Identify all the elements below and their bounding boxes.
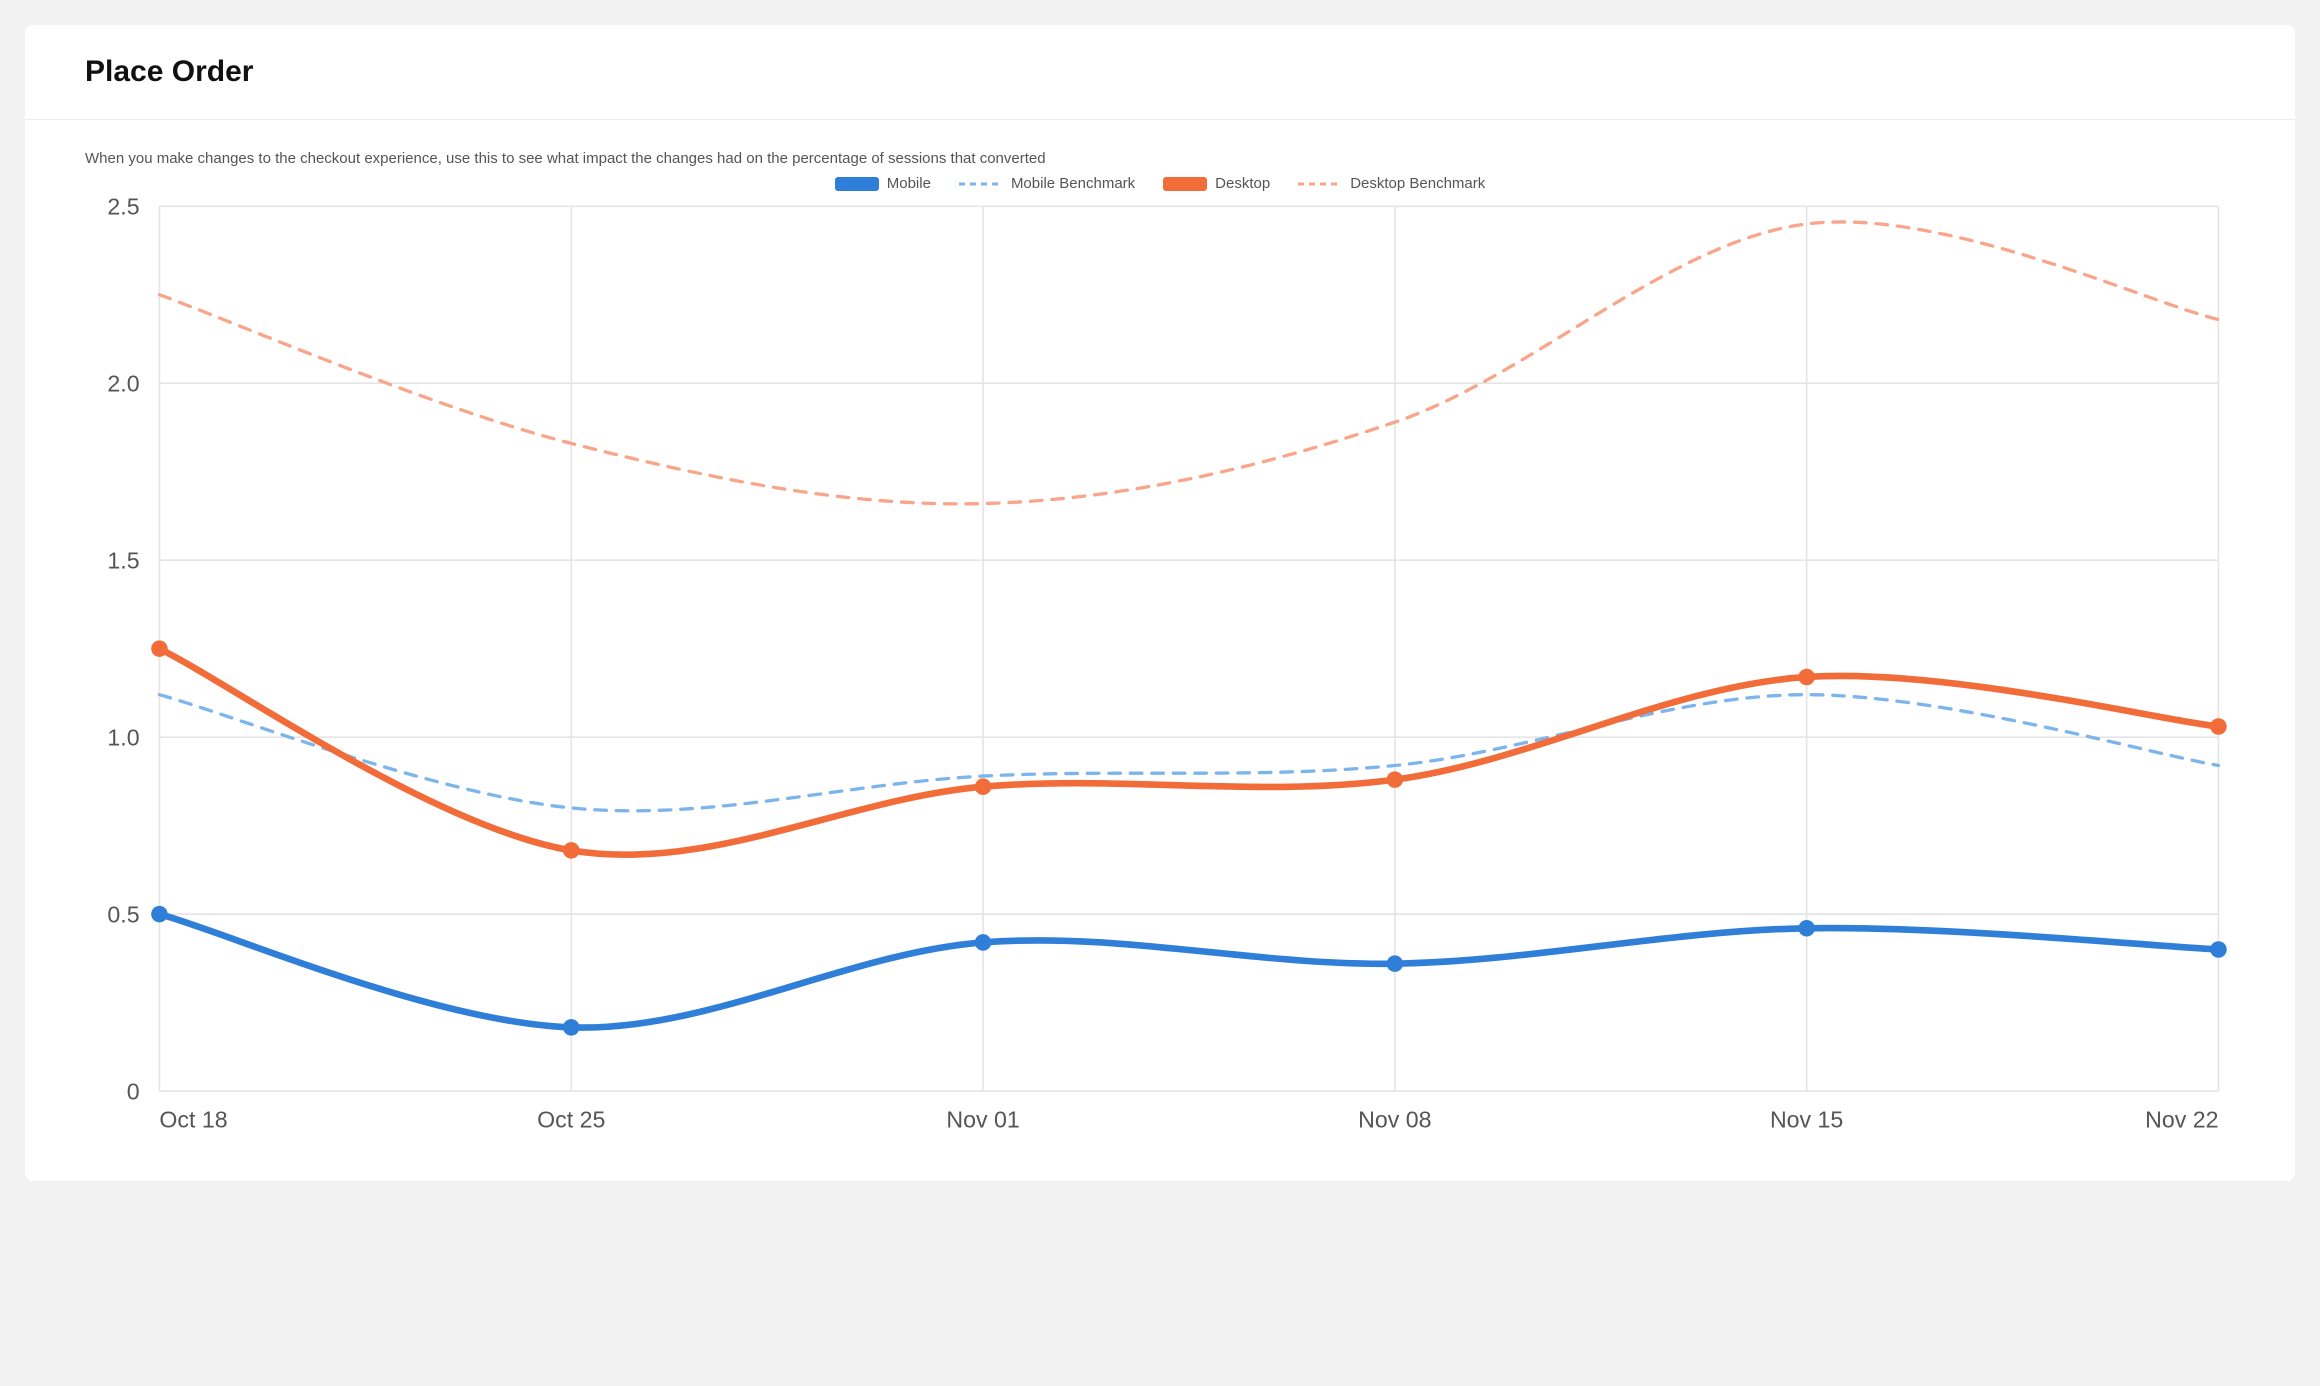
legend-swatch-mobile-benchmark xyxy=(959,177,1003,191)
svg-text:Nov 22: Nov 22 xyxy=(2145,1106,2218,1132)
legend-swatch-desktop xyxy=(1163,177,1207,191)
svg-text:1.0: 1.0 xyxy=(107,724,139,750)
legend-swatch-mobile xyxy=(835,177,879,191)
svg-text:Oct 25: Oct 25 xyxy=(537,1106,605,1132)
legend-item-desktop[interactable]: Desktop xyxy=(1163,175,1270,192)
card-header: Place Order xyxy=(25,25,2295,120)
svg-text:Nov 08: Nov 08 xyxy=(1358,1106,1431,1132)
card-body: When you make changes to the checkout ex… xyxy=(25,120,2295,1181)
chart-plot-area: 0 0.5 1.0 1.5 2.0 2.5 Oct 18 Oct 25 Nov 01 Nov 08… xyxy=(85,198,2235,1141)
svg-text:2.5: 2.5 xyxy=(107,198,139,220)
chart-subtitle: When you make changes to the checkout ex… xyxy=(85,150,2235,167)
svg-text:2.0: 2.0 xyxy=(107,370,139,396)
svg-text:Nov 01: Nov 01 xyxy=(946,1106,1019,1132)
svg-text:Oct 18: Oct 18 xyxy=(159,1106,227,1132)
chart-svg: 0 0.5 1.0 1.5 2.0 2.5 Oct 18 Oct 25 Nov 01 Nov 08… xyxy=(85,198,2235,1141)
legend-item-desktop-benchmark[interactable]: Desktop Benchmark xyxy=(1298,175,1485,192)
legend-label-desktop-benchmark: Desktop Benchmark xyxy=(1350,175,1485,192)
svg-text:1.5: 1.5 xyxy=(107,547,139,573)
chart-card: Place Order When you make changes to the… xyxy=(25,25,2295,1181)
legend-item-mobile[interactable]: Mobile xyxy=(835,175,931,192)
page-title: Place Order xyxy=(85,55,2235,89)
legend-label-mobile: Mobile xyxy=(887,175,931,192)
svg-text:0.5: 0.5 xyxy=(107,901,139,927)
legend-label-desktop: Desktop xyxy=(1215,175,1270,192)
legend-item-mobile-benchmark[interactable]: Mobile Benchmark xyxy=(959,175,1135,192)
legend-label-mobile-benchmark: Mobile Benchmark xyxy=(1011,175,1135,192)
svg-text:Nov 15: Nov 15 xyxy=(1770,1106,1843,1132)
chart-legend: Mobile Mobile Benchmark Desktop Desktop … xyxy=(85,175,2235,192)
svg-text:0: 0 xyxy=(127,1078,140,1104)
page-root: Place Order When you make changes to the… xyxy=(0,0,2320,1206)
legend-swatch-desktop-benchmark xyxy=(1298,177,1342,191)
